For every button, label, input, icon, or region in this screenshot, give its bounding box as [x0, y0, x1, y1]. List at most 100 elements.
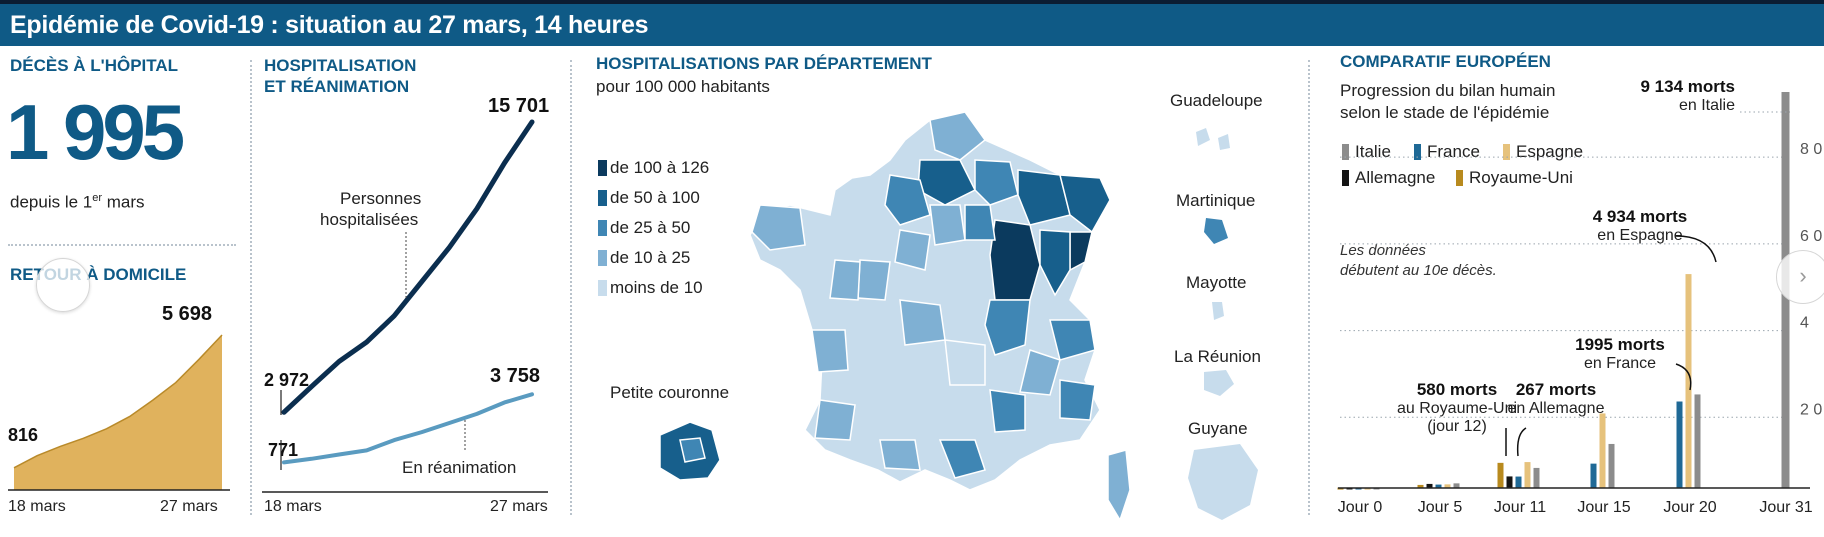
europe-bar [1515, 476, 1522, 488]
hosp-series-label-2: hospitalisées [320, 210, 419, 229]
europe-legend-swatch [1414, 144, 1421, 160]
europe-bar [1608, 443, 1615, 488]
map-region [894, 229, 931, 271]
europe-bar [1590, 463, 1597, 488]
europe-bar [1497, 462, 1504, 488]
deaths-title: DÉCÈS À L'HÔPITAL [10, 56, 179, 75]
map-region [1017, 169, 1071, 226]
home-area-line [13, 334, 223, 469]
map-region [751, 204, 806, 251]
europe-annotation-label: en Espagne [1597, 227, 1683, 244]
page-title: Epidémie de Covid-19 : situation au 27 m… [10, 11, 649, 39]
europe-legend-label: Espagne [1516, 142, 1584, 161]
map-subtitle: pour 100 000 habitants [596, 77, 770, 96]
europe-annotation-value: 1995 morts [1575, 335, 1665, 354]
europe-annotation-value: 4 934 morts [1593, 207, 1688, 226]
map-legend-swatch [598, 190, 607, 206]
europe-note-2: débutent au 10e décès. [1340, 262, 1497, 279]
europe-note-1: Les données [1340, 242, 1426, 259]
map-region [829, 259, 861, 301]
map-region [884, 174, 931, 226]
deaths-value: 1 995 [6, 88, 185, 176]
overlay-circle-button[interactable] [36, 258, 90, 312]
europe-bar [1694, 394, 1701, 488]
map-corsica [1107, 449, 1131, 522]
map-region [879, 439, 921, 471]
home-start-value: 816 [8, 425, 39, 445]
europe-x-tick: Jour 15 [1577, 499, 1630, 516]
europe-legend-label: Allemagne [1355, 168, 1436, 187]
hosp-start-value: 2 972 [264, 370, 310, 390]
europe-y-tick: 6 0 [1800, 228, 1822, 245]
europe-annotation-label: en France [1584, 355, 1656, 372]
hosp-x-end: 27 mars [490, 498, 548, 515]
map-region [929, 111, 987, 161]
europe-subtitle-2: selon le stade de l'épidémie [1340, 103, 1550, 122]
map-guyane [1188, 444, 1258, 520]
annotation-arrow [1675, 363, 1692, 391]
europe-x-tick: Jour 0 [1338, 499, 1383, 516]
map-legend-label: de 25 à 50 [610, 218, 691, 237]
europe-bar [1506, 476, 1513, 488]
map-region [1049, 319, 1096, 361]
map-legend-label: moins de 10 [610, 278, 703, 297]
map-region [964, 204, 996, 241]
europe-legend-swatch [1503, 144, 1510, 160]
map-martinique [1204, 218, 1228, 244]
europe-bar [1426, 483, 1433, 488]
europe-x-tick: Jour 5 [1418, 499, 1463, 516]
europe-annotation-label: au Royaume-Uni [1397, 400, 1517, 417]
deaths-since: depuis le 1er mars [10, 192, 145, 212]
europe-title: COMPARATIF EUROPÉEN [1340, 52, 1551, 71]
europe-legend-swatch [1342, 144, 1349, 160]
europe-y-tick: 4 [1800, 315, 1809, 332]
map-region [1059, 174, 1111, 234]
europe-y-tick: 8 0 [1800, 141, 1822, 158]
europe-annotation-label: (jour 12) [1427, 418, 1487, 435]
divider [250, 60, 252, 515]
map-region [944, 339, 986, 386]
overseas-label: Guadeloupe [1170, 91, 1263, 110]
europe-legend-swatch [1342, 170, 1349, 186]
europe-legend-swatch [1456, 170, 1463, 186]
europe-x-tick: Jour 11 [1494, 499, 1546, 516]
europe-annotation-value: 9 134 morts [1641, 77, 1736, 96]
rea-start-value: 771 [268, 440, 299, 460]
rea-end-value: 3 758 [490, 365, 541, 387]
map-legend-swatch [598, 280, 607, 296]
divider [8, 244, 236, 246]
europe-y-tick: 2 0 [1800, 401, 1822, 418]
home-x-end: 27 mars [160, 498, 218, 515]
annotation-arrow [1516, 427, 1527, 457]
hosp-series-line [281, 119, 535, 415]
rea-series-label: En réanimation [402, 458, 517, 477]
europe-annotation-label: en Italie [1679, 97, 1735, 114]
divider [570, 60, 572, 515]
map-region [1019, 349, 1061, 396]
hosp-end-value: 15 701 [488, 95, 550, 117]
europe-bar [1444, 484, 1451, 488]
europe-bar [1524, 462, 1531, 488]
hosp-series-label-1: Personnes [340, 189, 422, 208]
map-legend-swatch [598, 160, 607, 176]
map-region [938, 439, 986, 479]
map-legend-swatch [598, 250, 607, 266]
home-x-start: 18 mars [8, 498, 66, 515]
europe-bar [1453, 483, 1460, 488]
europe-annotation-value: 580 morts [1417, 380, 1497, 399]
map-guadeloupe [1196, 128, 1230, 150]
map-region [989, 389, 1026, 433]
europe-subtitle-1: Progression du bilan humain [1340, 81, 1556, 100]
map-legend-label: de 50 à 100 [610, 188, 700, 207]
map-region [974, 159, 1019, 206]
map-region [1039, 229, 1071, 297]
next-arrow-button[interactable]: › [1776, 250, 1824, 304]
map-title: HOSPITALISATIONS PAR DÉPARTEMENT [596, 54, 932, 73]
home-end-value: 5 698 [162, 303, 213, 325]
top-strip [0, 0, 1824, 4]
europe-x-tick: Jour 31 [1759, 499, 1812, 516]
map-inset-label: Petite couronne [610, 383, 730, 402]
europe-annotation-value: 267 morts [1516, 380, 1596, 399]
